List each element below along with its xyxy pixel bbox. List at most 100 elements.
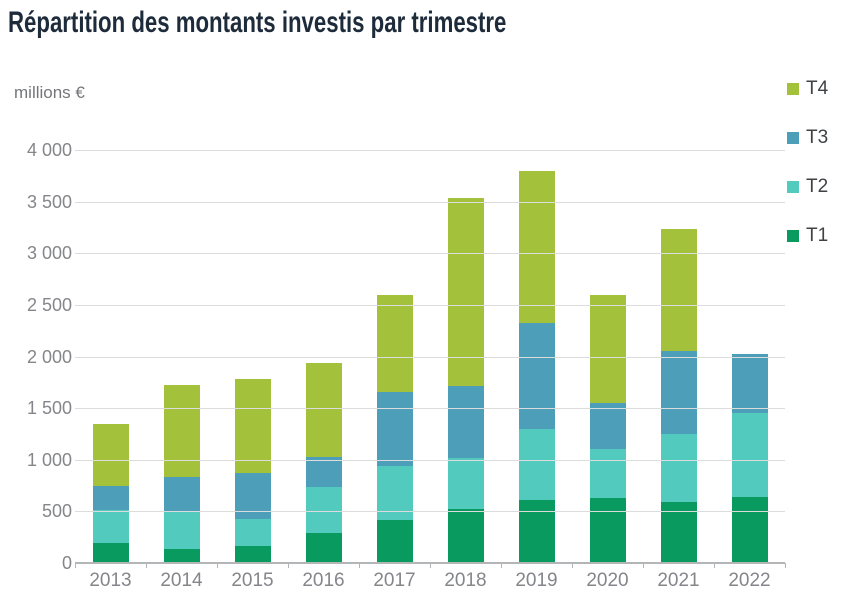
x-axis-tick-label-2013: 2013 (89, 570, 132, 591)
y-axis-tick-label: 1 500 (26, 398, 72, 419)
stacked-bar-2013 (92, 423, 129, 563)
bar-slot-2022 (714, 150, 785, 563)
bar-segment-t2-2020 (589, 449, 626, 499)
bars-row (75, 150, 785, 563)
stacked-bar-2015 (234, 379, 271, 563)
x-axis-tick (501, 563, 502, 568)
stacked-bar-2016 (305, 362, 342, 563)
bar-segment-t2-2014 (163, 510, 200, 549)
bar-segment-t1-2015 (234, 545, 271, 563)
bar-segment-t3-2018 (447, 386, 484, 459)
gridline (75, 304, 785, 306)
bar-segment-t4-2021 (660, 228, 697, 352)
gridline (75, 150, 785, 151)
bar-segment-t3-2019 (518, 323, 555, 430)
bar-slot-2018 (430, 150, 501, 563)
bar-segment-t2-2016 (305, 487, 342, 533)
x-axis-tick (146, 563, 147, 568)
legend-swatch-t2 (787, 181, 799, 193)
bar-segment-t3-2016 (305, 456, 342, 488)
y-axis-tick-label: 2 500 (26, 294, 72, 315)
bar-slot-2014 (146, 150, 217, 563)
x-axis-tick (359, 563, 360, 568)
x-axis-tick-label-2017: 2017 (373, 570, 416, 591)
stacked-bar-2022 (731, 354, 768, 563)
bar-segment-t2-2022 (731, 413, 768, 497)
bar-segment-t4-2014 (163, 384, 200, 478)
legend: T4 T3 T2 T1 (787, 78, 828, 274)
bar-segment-t2-2018 (447, 458, 484, 510)
bar-segment-t1-2020 (589, 498, 626, 563)
gridline (75, 511, 785, 513)
gridline (75, 201, 785, 203)
bar-segment-t3-2022 (731, 354, 768, 414)
bar-segment-t3-2014 (163, 477, 200, 511)
bar-slot-2019 (501, 150, 572, 563)
bar-segment-t1-2014 (163, 548, 200, 563)
legend-item-t4: T4 (787, 78, 828, 100)
x-axis-tick (643, 563, 644, 568)
x-axis-tick-label-2021: 2021 (657, 570, 700, 591)
bar-segment-t4-2013 (92, 423, 129, 486)
y-axis-tick-label: 4 000 (26, 140, 72, 160)
bar-segment-t1-2016 (305, 532, 342, 563)
y-axis-tick-label: 1 000 (26, 449, 72, 470)
legend-swatch-t3 (787, 132, 799, 144)
bar-segment-t4-2020 (589, 294, 626, 403)
x-axis-tick (785, 563, 786, 568)
stacked-bar-2014 (163, 384, 200, 563)
y-axis-tick-label: 500 (41, 501, 72, 522)
bar-slot-2017 (359, 150, 430, 563)
bar-segment-t2-2019 (518, 429, 555, 501)
legend-label-t3: T3 (806, 127, 829, 148)
bar-segment-t3-2020 (589, 402, 626, 450)
bar-segment-t4-2019 (518, 170, 555, 324)
gridline (75, 253, 785, 255)
bar-slot-2021 (643, 150, 714, 563)
x-axis-tick-label-2022: 2022 (728, 570, 771, 591)
bar-segment-t3-2021 (660, 351, 697, 434)
chart-title: Répartition des montants investis par tr… (8, 6, 507, 39)
bar-segment-t1-2022 (731, 496, 768, 563)
bar-slot-2016 (288, 150, 359, 563)
bar-segment-t2-2017 (376, 465, 413, 520)
y-axis-tick-label: 0 (61, 553, 72, 573)
x-axis-tick (572, 563, 573, 568)
legend-item-t1: T1 (787, 225, 828, 247)
legend-label-t4: T4 (806, 78, 829, 99)
stacked-bar-2021 (660, 228, 697, 563)
bar-segment-t4-2018 (447, 197, 484, 387)
legend-swatch-t4 (787, 83, 799, 95)
gridline (75, 356, 785, 358)
x-axis-tick (75, 563, 76, 568)
bar-segment-t4-2015 (234, 379, 271, 473)
x-axis-tick (217, 563, 218, 568)
x-axis-tick-label-2018: 2018 (444, 570, 487, 591)
y-axis-tick-label: 3 500 (26, 191, 72, 212)
y-axis-tick-label: 2 000 (26, 346, 72, 367)
stacked-bar-2017 (376, 294, 413, 563)
stacked-bar-2018 (447, 197, 484, 563)
plot-area (75, 150, 785, 564)
x-axis-tick (288, 563, 289, 568)
legend-item-t3: T3 (787, 127, 828, 149)
x-axis-tick-label-2020: 2020 (586, 570, 629, 591)
x-axis-tick-label-2014: 2014 (160, 570, 203, 591)
bar-segment-t4-2017 (376, 294, 413, 393)
bar-segment-t1-2018 (447, 509, 484, 563)
x-axis-tick (430, 563, 431, 568)
legend-swatch-t1 (787, 230, 799, 242)
bar-segment-t4-2016 (305, 362, 342, 457)
bar-segment-t3-2013 (92, 485, 129, 511)
bar-segment-t2-2021 (660, 433, 697, 502)
x-axis-tick-label-2015: 2015 (231, 570, 274, 591)
x-axis-labels: 2013 2014 2015 2016 2017 2018 2019 2020 2021 2022 (75, 570, 785, 592)
bar-segment-t3-2017 (376, 392, 413, 466)
bar-slot-2013 (75, 150, 146, 563)
gridline (75, 459, 785, 461)
bar-segment-t1-2013 (92, 542, 129, 563)
bar-slot-2015 (217, 150, 288, 563)
stacked-bar-2020 (589, 294, 626, 563)
legend-label-t2: T2 (806, 176, 829, 197)
